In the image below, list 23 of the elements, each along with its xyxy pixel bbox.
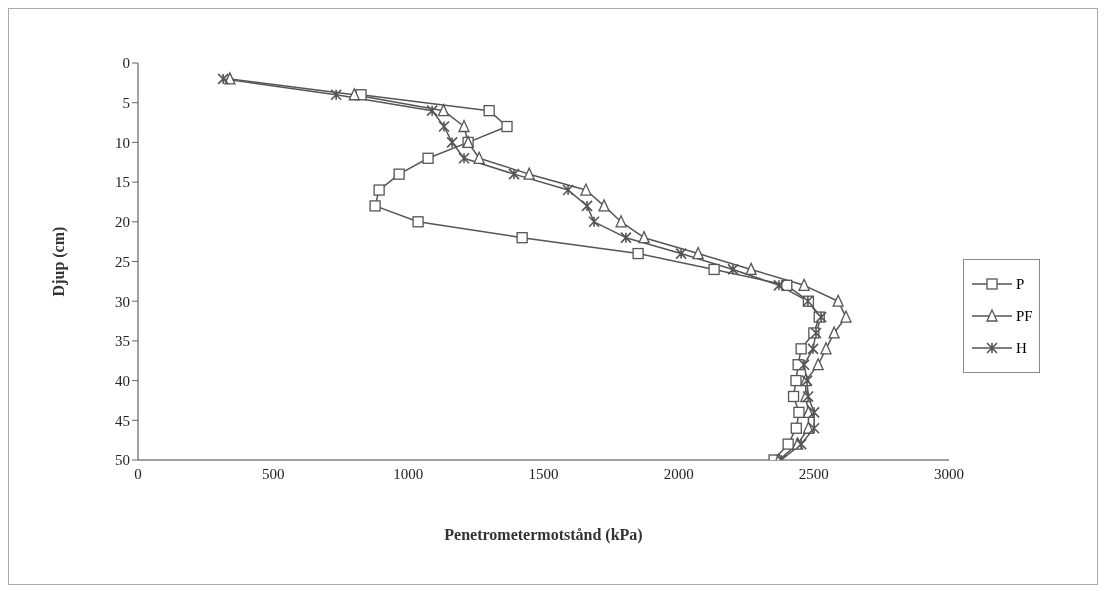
y-tick-label: 45	[115, 412, 130, 429]
x-tick-label: 3000	[934, 465, 964, 482]
y-tick-label: 15	[115, 174, 130, 191]
y-tick-label: 25	[115, 253, 130, 270]
legend-label: PF	[1016, 307, 1033, 325]
legend-label: P	[1016, 275, 1025, 293]
y-axis-title: Djup (cm)	[49, 226, 68, 297]
y-tick-label: 30	[115, 293, 130, 310]
x-tick-label: 2000	[663, 465, 694, 482]
y-tick-label: 40	[115, 372, 130, 389]
legend-label: H	[1016, 339, 1027, 357]
y-tick-label: 5	[122, 95, 130, 112]
x-tick-label: 1000	[393, 465, 424, 482]
y-tick-label: 0	[122, 55, 130, 72]
x-tick-label: 500	[261, 465, 285, 482]
y-tick-label: 35	[115, 333, 130, 350]
y-tick-label: 20	[115, 214, 130, 231]
x-tick-label: 2500	[798, 465, 829, 482]
x-tick-label: 0	[134, 465, 142, 482]
y-tick-label: 10	[115, 134, 130, 151]
y-tick-label: 50	[115, 452, 130, 469]
x-axis-title: Penetrometermotstånd (kPa)	[444, 526, 643, 544]
x-tick-label: 1500	[528, 465, 559, 482]
